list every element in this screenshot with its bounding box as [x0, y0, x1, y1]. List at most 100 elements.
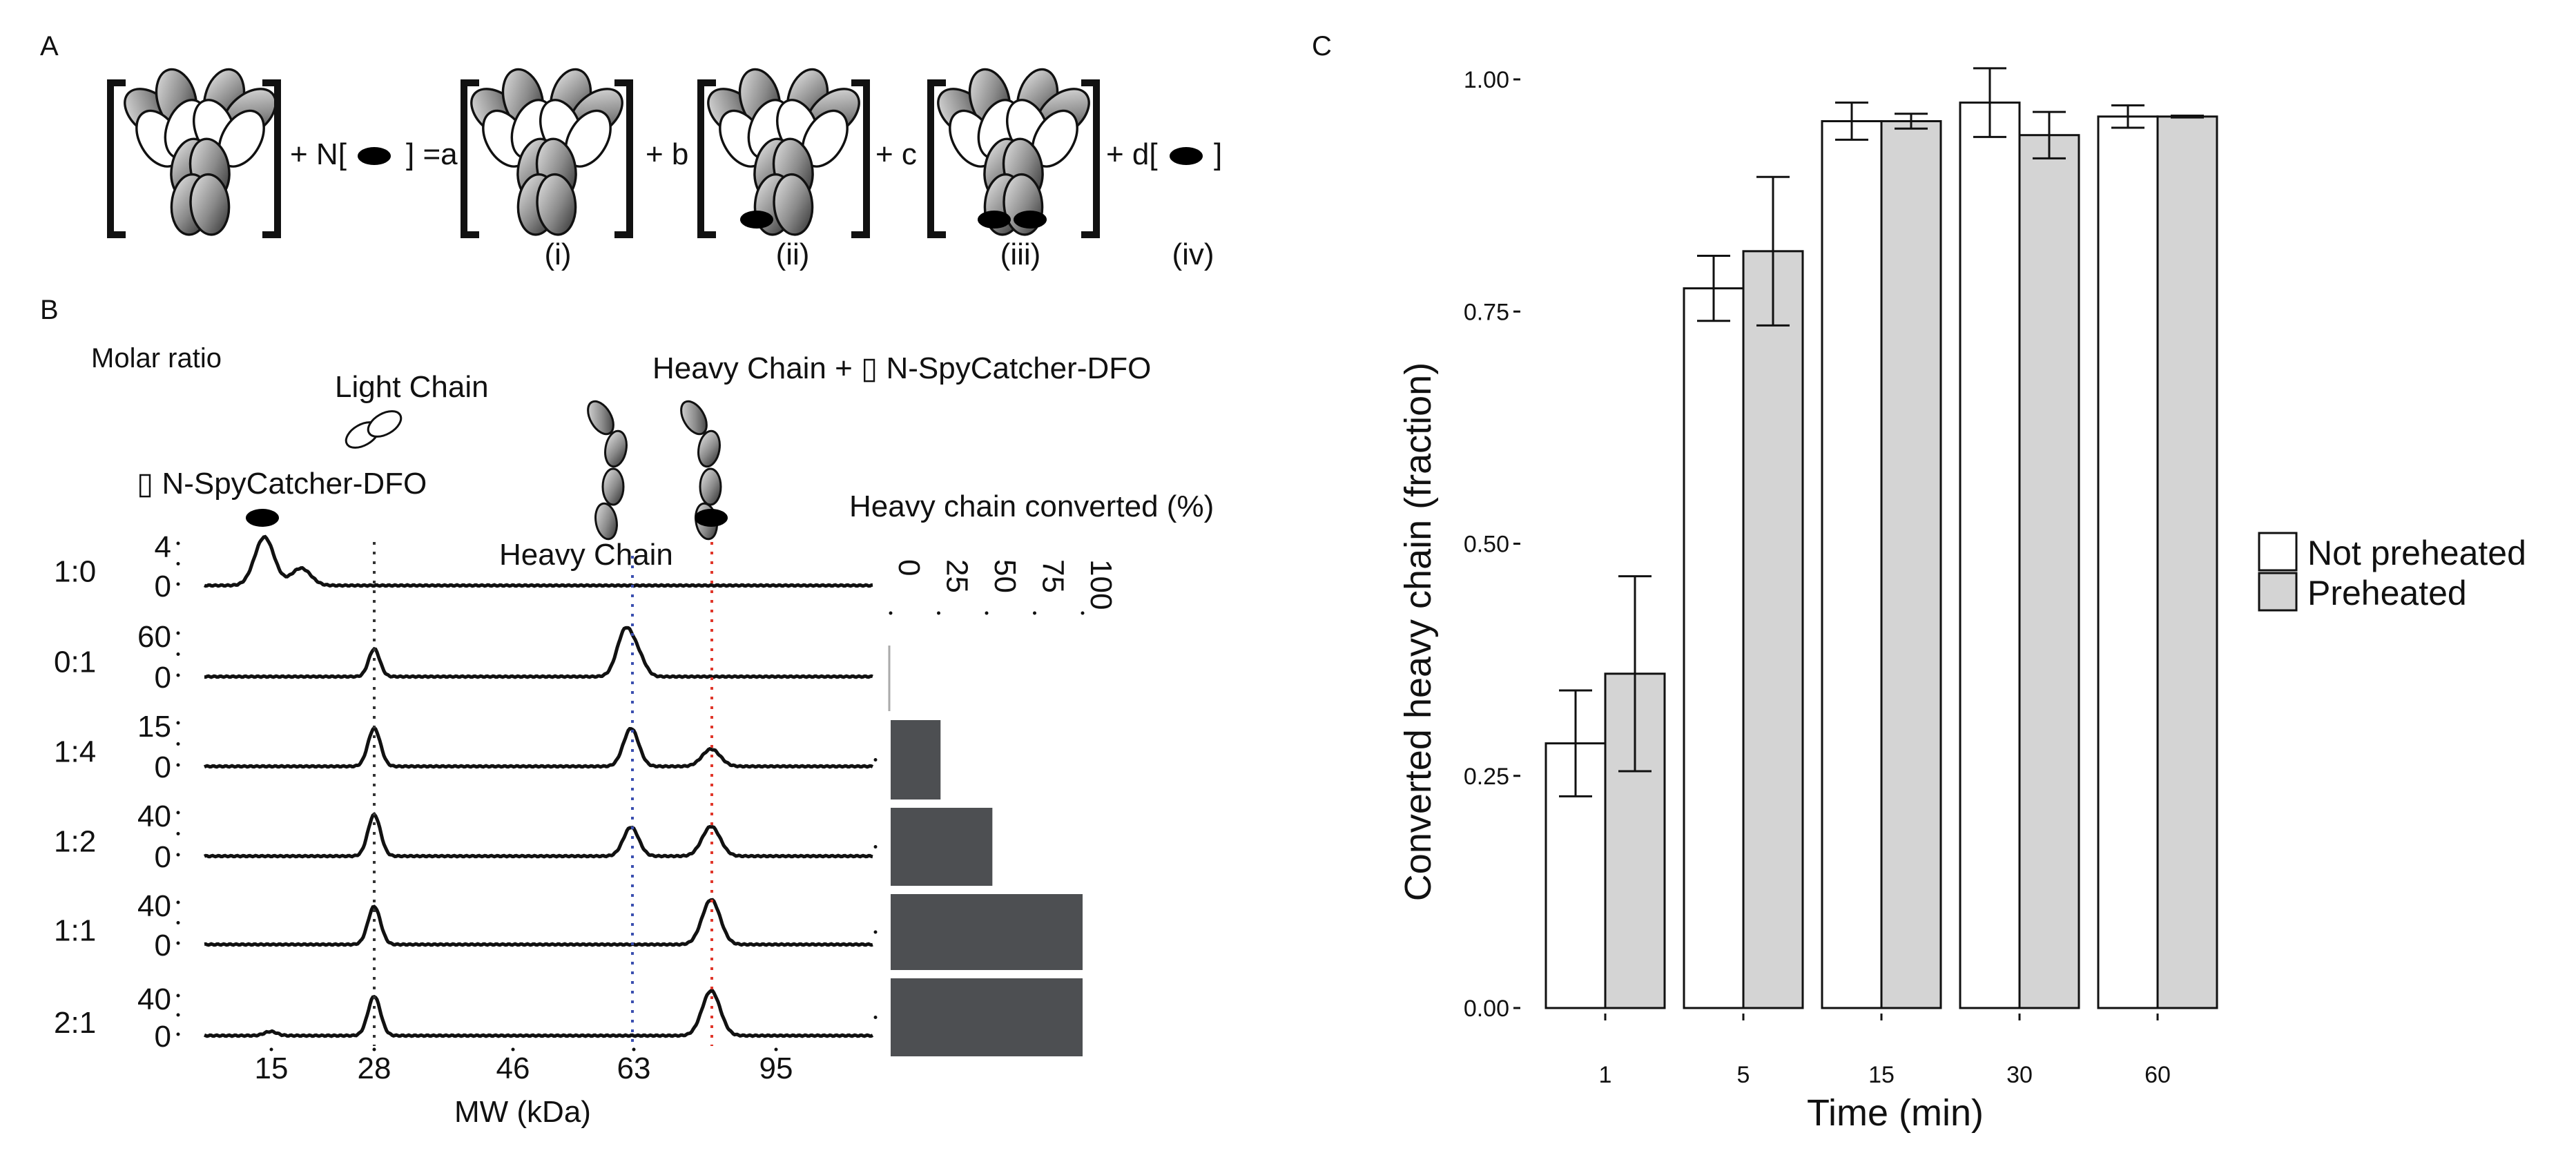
x-tick-label: 5 — [1737, 1062, 1750, 1088]
bracket — [107, 79, 126, 238]
y-max-tick-label: 40 — [137, 982, 171, 1016]
error-bar — [2171, 114, 2204, 119]
y-tick-dot — [176, 721, 180, 725]
bar-chart-title: Heavy chain converted (%) — [849, 490, 1214, 523]
ratio-label: 1:2 — [54, 825, 96, 859]
conjugate-icon — [978, 211, 1011, 229]
x-tick-label: 63 — [617, 1052, 651, 1085]
percent-bar — [891, 808, 993, 886]
bracket — [697, 79, 716, 238]
antibody-species-i — [470, 68, 623, 236]
error-bar — [2111, 104, 2144, 129]
y-max-tick-label: 40 — [137, 800, 171, 833]
bracket — [461, 79, 479, 238]
bar-row-dot — [873, 930, 878, 934]
error-bar — [1756, 175, 1790, 327]
y-tick-dot — [176, 582, 180, 586]
y-tick-dot — [176, 811, 180, 815]
legend-label: Preheated — [2307, 574, 2467, 612]
trace-line — [204, 989, 874, 1038]
heavy-chain-icon — [587, 400, 628, 541]
light-chain-icon — [345, 410, 403, 449]
y-min-tick-label: 0 — [155, 840, 171, 874]
species-label-iii: (iii) — [1000, 238, 1041, 271]
error-bar — [1973, 67, 2006, 138]
y-tick-dot — [176, 631, 180, 635]
chain-domain — [699, 467, 722, 506]
bar-tick-dot — [889, 611, 893, 615]
bar-tick-label: 75 — [1036, 559, 1070, 593]
chain-domain — [367, 410, 403, 438]
bar-not-preheated — [1959, 101, 2021, 1009]
y-min-tick-label: 0 — [155, 929, 171, 962]
bar-tick-dot — [1081, 611, 1085, 615]
x-tick-dot — [511, 1047, 515, 1052]
y-tick-dot — [176, 1032, 180, 1036]
x-tick-dot — [774, 1047, 778, 1052]
y-max-tick-label: 4 — [155, 530, 171, 564]
y-min-tick-label: 0 — [155, 661, 171, 695]
heavy-chain-spycatcher-label: Heavy Chain + ▯ N-SpyCatcher-DFO — [652, 351, 1151, 385]
y-tick-label: 1.00 — [1464, 67, 1509, 93]
bar-row-dot — [873, 758, 878, 762]
antibody-domain — [773, 173, 814, 236]
bracket — [927, 79, 946, 238]
spycatcher-icon — [358, 147, 391, 165]
y-tick-dot — [176, 652, 180, 656]
x-tick-label: 28 — [358, 1052, 391, 1085]
light-chain-label: Light Chain — [335, 370, 489, 404]
bracket — [1081, 79, 1100, 238]
y-tick-dot — [176, 673, 180, 677]
x-tick-dot — [372, 1047, 376, 1052]
bracket — [614, 79, 633, 238]
sds-traces-panel: Molar ratio Light Chain Heavy Chain + ▯ … — [54, 343, 1214, 1129]
x-tick-label: 30 — [2006, 1062, 2033, 1088]
bar-row-dot — [873, 1016, 878, 1019]
y-max-tick-label: 40 — [137, 889, 171, 923]
percent-bar — [891, 720, 941, 800]
y-tick-dot — [176, 742, 180, 746]
species-label-ii: (ii) — [776, 238, 810, 271]
y-tick-dot — [176, 941, 180, 945]
bar-tick-label: 50 — [988, 559, 1022, 593]
error-bar — [2033, 110, 2066, 159]
y-tick-dot — [176, 541, 180, 545]
percent-bar — [891, 978, 1083, 1056]
error-bar — [1835, 101, 1868, 141]
panel-label-c: C — [1312, 31, 1332, 61]
bar-tick-dot — [1033, 611, 1036, 615]
y-tick-dot — [176, 921, 180, 924]
bar-tick-label: 0 — [892, 559, 926, 576]
x-tick-label: 46 — [496, 1052, 530, 1085]
x-tick-label: 60 — [2144, 1062, 2171, 1088]
y-max-tick-label: 60 — [137, 620, 171, 654]
ratio-label: 0:1 — [54, 646, 96, 679]
x-tick-dot — [632, 1047, 636, 1052]
trace-line — [204, 898, 873, 947]
conversion-bar-chart: Converted heavy chain (fraction) Time (m… — [1397, 67, 2526, 1134]
antibody-intact — [124, 68, 277, 236]
ratio-label: 1:0 — [54, 555, 96, 589]
bar-not-preheated — [1683, 287, 1745, 1009]
bar-preheated — [1742, 250, 1804, 1009]
plus-b-text: + b — [646, 137, 688, 171]
y-tick-dot — [176, 1013, 180, 1017]
species-label-iv: (iv) — [1172, 238, 1214, 271]
error-bar — [1559, 689, 1592, 797]
heavy-chain-label: Heavy Chain — [499, 538, 673, 572]
close-d-text: ] — [1214, 137, 1222, 171]
y-tick-label: 0.50 — [1464, 532, 1509, 558]
chain-domain — [680, 400, 708, 436]
trace-line — [204, 626, 873, 679]
panel-label-a: A — [40, 31, 59, 61]
reaction-scheme: + N[] =a (i) + b (ii) + c (iii) + d[] (iv) — [107, 68, 1222, 271]
legend-swatch — [2258, 572, 2298, 612]
spycatcher-icon — [1170, 147, 1203, 165]
error-bar — [1697, 255, 1730, 322]
y-max-tick-label: 15 — [137, 710, 171, 744]
x-tick-label: 95 — [759, 1052, 793, 1085]
antibody-species-ii — [707, 68, 860, 236]
molar-ratio-title: Molar ratio — [91, 343, 222, 374]
error-bar — [1618, 575, 1652, 773]
